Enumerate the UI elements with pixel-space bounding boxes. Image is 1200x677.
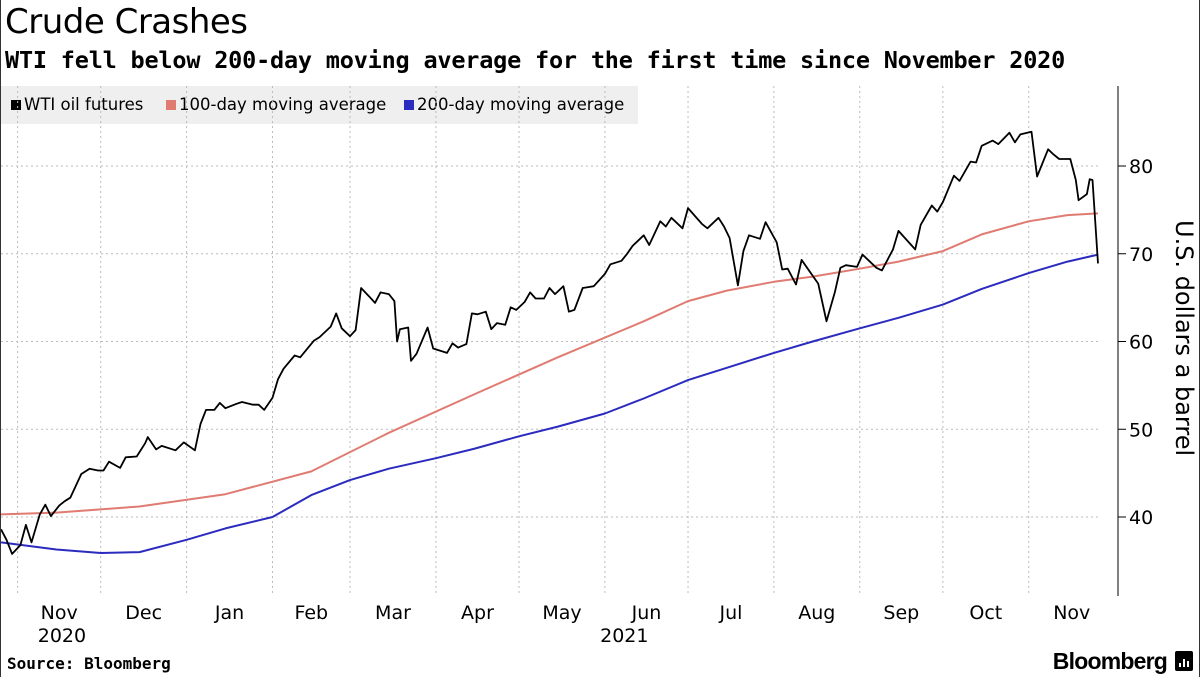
legend-item-wti: WTI oil futures bbox=[11, 95, 143, 114]
legend-swatch-wti bbox=[11, 99, 21, 110]
legend-swatch-ma200 bbox=[404, 99, 414, 110]
x-tick-label: May bbox=[542, 602, 581, 624]
y-axis-title: U.S. dollars a barrel bbox=[1170, 220, 1198, 456]
x-year-label: 2021 bbox=[600, 625, 648, 647]
chart-subtitle: WTI fell below 200-day moving average fo… bbox=[5, 46, 1066, 74]
x-tick-label: Nov bbox=[1053, 602, 1090, 624]
x-tick-label: Sep bbox=[883, 602, 919, 624]
wti-line bbox=[1, 130, 1099, 555]
legend-label-ma200: 200-day moving average bbox=[417, 95, 625, 114]
x-tick-label: Apr bbox=[461, 602, 494, 624]
y-tick-label: 80 bbox=[1129, 156, 1153, 178]
x-tick-label: Mar bbox=[375, 602, 411, 624]
x-tick-label: Jun bbox=[631, 602, 662, 624]
x-year-label: 2020 bbox=[38, 625, 86, 647]
y-tick-label: 60 bbox=[1129, 332, 1153, 354]
x-tick-label: Nov bbox=[41, 602, 78, 624]
x-tick-label: Aug bbox=[798, 602, 835, 624]
ma100-line bbox=[1, 212, 1099, 516]
ma200-line bbox=[1, 253, 1099, 554]
legend-item-ma200: 200-day moving average bbox=[404, 95, 624, 114]
x-tick-label: Jul bbox=[718, 602, 742, 624]
chart-title: Crude Crashes bbox=[5, 2, 248, 42]
y-tick-label: 70 bbox=[1129, 244, 1153, 266]
bloomberg-logo: Bloomberg bbox=[1052, 648, 1168, 674]
legend-label-wti: WTI oil futures bbox=[24, 95, 144, 114]
x-tick-label: Oct bbox=[969, 602, 1002, 624]
bloomberg-terminal-icon bbox=[1175, 651, 1193, 671]
x-tick-label: Dec bbox=[125, 602, 162, 624]
legend-swatch-ma100 bbox=[166, 99, 176, 110]
source-note: Source: Bloomberg bbox=[7, 654, 171, 673]
legend-label-ma100: 100-day moving average bbox=[179, 95, 387, 114]
y-tick-label: 50 bbox=[1129, 419, 1153, 441]
legend: WTI oil futures 100-day moving average 2… bbox=[1, 86, 638, 124]
y-tick-label: 40 bbox=[1129, 507, 1153, 529]
x-tick-label: Feb bbox=[294, 602, 328, 624]
x-tick-label: Jan bbox=[214, 602, 244, 624]
legend-item-ma100: 100-day moving average bbox=[166, 95, 386, 114]
